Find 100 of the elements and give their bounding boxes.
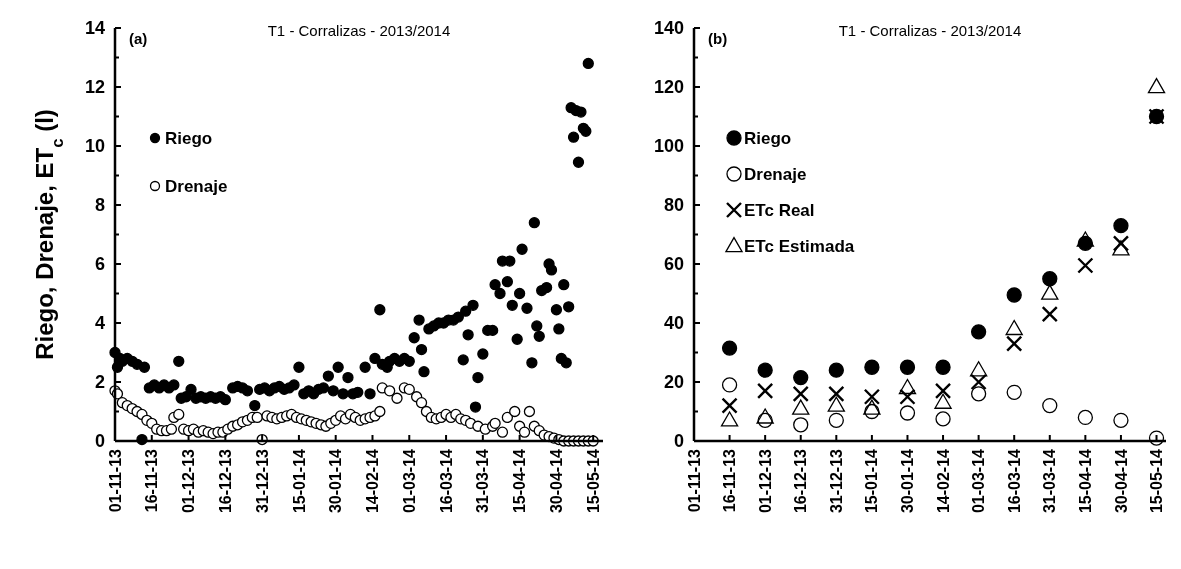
point [935,359,951,375]
x-tick-label: 15-05-14 [584,448,602,514]
x-tick-label: 16-11-13 [143,448,161,513]
point [1041,305,1058,323]
legend-label: Drenaje [165,176,228,196]
point [721,377,738,393]
point [828,385,845,402]
point [935,411,951,427]
point [720,411,739,427]
point [899,405,916,421]
x-tick-label: 16-11-13 [721,448,739,513]
point [827,396,846,412]
x-tick-label: 14-02-14 [364,448,382,514]
point [1077,409,1094,426]
point [721,397,738,414]
y-tick-label: 8 [94,195,105,216]
x-tick-label: 15-01-14 [290,448,308,514]
chart-title: T1 - Corralizas - 2013/2014 [267,22,451,39]
point [863,399,881,415]
x-tick-label: 01-12-13 [756,448,774,514]
point [721,340,738,356]
point [1006,384,1022,400]
point [828,362,844,378]
point [1076,231,1095,247]
x-tick-label: 16-03-14 [1005,448,1023,514]
annotation: (a) [129,30,148,47]
y-tick-label: 0 [94,431,105,452]
legend-label: Riego [165,128,213,148]
chart-title: T1 - Corralizas - 2013/2014 [838,22,1022,39]
x-tick-label: 30-04-14 [1112,448,1130,514]
point [1006,287,1022,303]
point [792,399,810,415]
legend-label: Riego [744,128,792,148]
x-tick-label: 16-03-14 [437,448,455,514]
legend-label: Drenaje [744,164,807,184]
y-tick-label: 0 [673,431,684,452]
x-tick-label: 15-04-14 [1076,448,1094,514]
legend-label: ETc Real [744,200,815,220]
point [934,382,952,400]
point [1112,235,1130,252]
y-tick-label: 10 [84,136,105,157]
point [969,361,988,377]
point [1113,412,1129,428]
y-tick-label: 60 [663,254,684,275]
x-tick-label: 01-11-13 [685,448,703,513]
y-tick-label: 140 [653,18,684,39]
point [756,382,774,400]
point [792,385,809,402]
point [898,378,917,395]
x-tick-label: 31-03-14 [1041,448,1059,514]
x-tick-label: 15-05-14 [1148,448,1166,514]
x-tick-label: 14-02-14 [934,448,952,514]
y-tick-label: 100 [653,136,684,157]
y-tick-label: 20 [663,372,684,393]
point [899,359,916,375]
point [1042,271,1058,287]
point [1113,218,1129,234]
point [793,369,809,386]
point [793,417,809,433]
x-tick-label: 31-03-14 [474,448,492,514]
point [899,388,916,405]
point [970,386,987,402]
y-tick-label: 120 [653,77,684,98]
point [970,373,987,391]
point [1077,257,1094,274]
y-tick-label: 40 [663,313,684,334]
point [756,408,774,424]
point [1147,77,1166,94]
y-tick-label: 4 [94,313,105,334]
x-tick-label: 30-01-14 [327,448,345,514]
point [828,412,844,428]
point [1042,397,1058,414]
x-tick-label: 31-12-13 [827,448,845,514]
point [757,362,773,378]
y-tick-label: 2 [94,372,105,393]
x-tick-label: 16-12-13 [216,448,234,514]
x-tick-label: 15-01-14 [863,448,881,514]
x-tick-label: 30-04-14 [548,448,566,514]
x-tick-label: 30-01-14 [899,448,917,514]
point [863,388,881,405]
point [1006,335,1023,352]
x-tick-label: 01-03-14 [970,448,988,514]
point [1112,240,1130,256]
annotation: (b) [708,30,728,47]
x-tick-label: 31-12-13 [253,448,271,514]
point [1041,284,1059,300]
y-tick-label: 6 [94,254,105,275]
x-tick-label: 01-11-13 [106,448,124,513]
point [864,359,880,375]
point [970,324,987,340]
point [1005,319,1023,336]
x-tick-label: 16-12-13 [792,448,810,514]
point [934,393,952,409]
y-tick-label: 12 [84,77,105,98]
x-tick-label: 15-04-14 [511,448,529,514]
legend-label: ETc Estimada [744,236,855,256]
x-tick-label: 01-03-14 [400,448,418,514]
y-tick-label: 14 [84,18,105,39]
x-tick-label: 01-12-13 [180,448,198,514]
y-tick-label: 80 [663,195,684,216]
